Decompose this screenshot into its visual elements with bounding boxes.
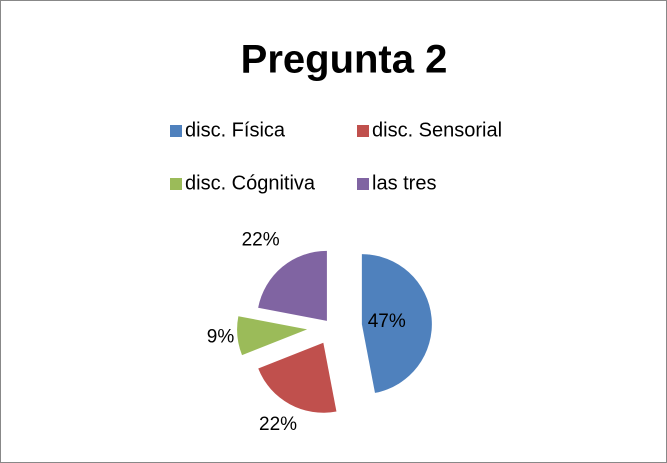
legend-label: las tres — [372, 172, 436, 194]
legend-swatch — [357, 178, 369, 190]
data-label: 9% — [207, 327, 235, 348]
legend-swatch — [357, 125, 369, 137]
legend-label: disc. Cógnitiva — [185, 172, 316, 194]
legend-label: disc. Física — [185, 119, 286, 141]
legend-swatch — [170, 178, 182, 190]
data-label: 47% — [368, 311, 406, 332]
pie-slice — [237, 316, 308, 356]
pie-slice — [258, 342, 337, 413]
legend-label: disc. Sensorial — [372, 119, 502, 141]
data-label: 22% — [259, 414, 297, 435]
pie-slice — [258, 250, 327, 321]
data-label: 22% — [242, 230, 280, 251]
legend-swatch — [170, 125, 182, 137]
chart-title: Pregunta 2 — [241, 38, 448, 82]
pie-slice — [361, 254, 432, 393]
